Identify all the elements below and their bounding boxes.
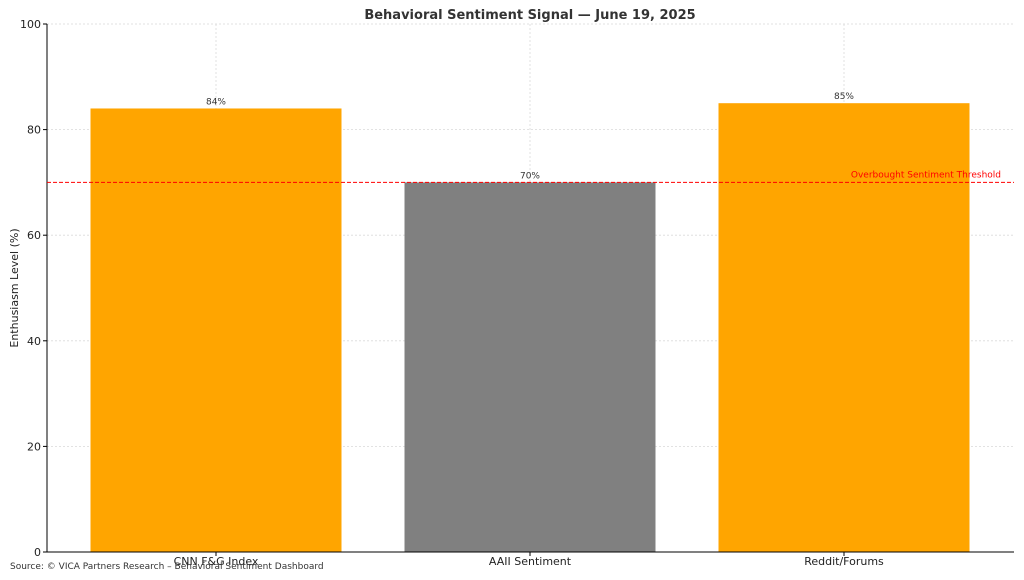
chart-title: Behavioral Sentiment Signal — June 19, 2…	[364, 8, 695, 23]
bar-value-label: 70%	[520, 171, 540, 181]
y-tick-label: 80	[27, 124, 41, 137]
y-tick-label: 60	[27, 229, 41, 242]
threshold: Overbought Sentiment Threshold	[47, 170, 1014, 183]
y-tick-label: 20	[27, 440, 41, 453]
source-note: Source: © VICA Partners Research – Behav…	[10, 562, 324, 572]
threshold-label: Overbought Sentiment Threshold	[851, 170, 1001, 180]
bar-value-label: 85%	[834, 92, 854, 102]
y-tick-label: 100	[20, 18, 41, 31]
x-tick-label: CNN F&G Index	[174, 555, 259, 568]
x-tick-label: Reddit/Forums	[804, 555, 884, 568]
x-tick-label: AAII Sentiment	[489, 555, 572, 568]
y-tick-label: 0	[34, 546, 41, 559]
bar	[718, 103, 970, 552]
bar	[404, 182, 656, 552]
y-tick-label: 40	[27, 335, 41, 348]
data-labels: 84% CNN F&G Index 70% AAII Sentiment 85% Redd…	[174, 92, 884, 568]
bar	[90, 108, 342, 552]
y-axis-label: Enthusiasm Level (%)	[8, 228, 21, 347]
bar-value-label: 84%	[206, 97, 226, 107]
axes	[46, 24, 1014, 553]
